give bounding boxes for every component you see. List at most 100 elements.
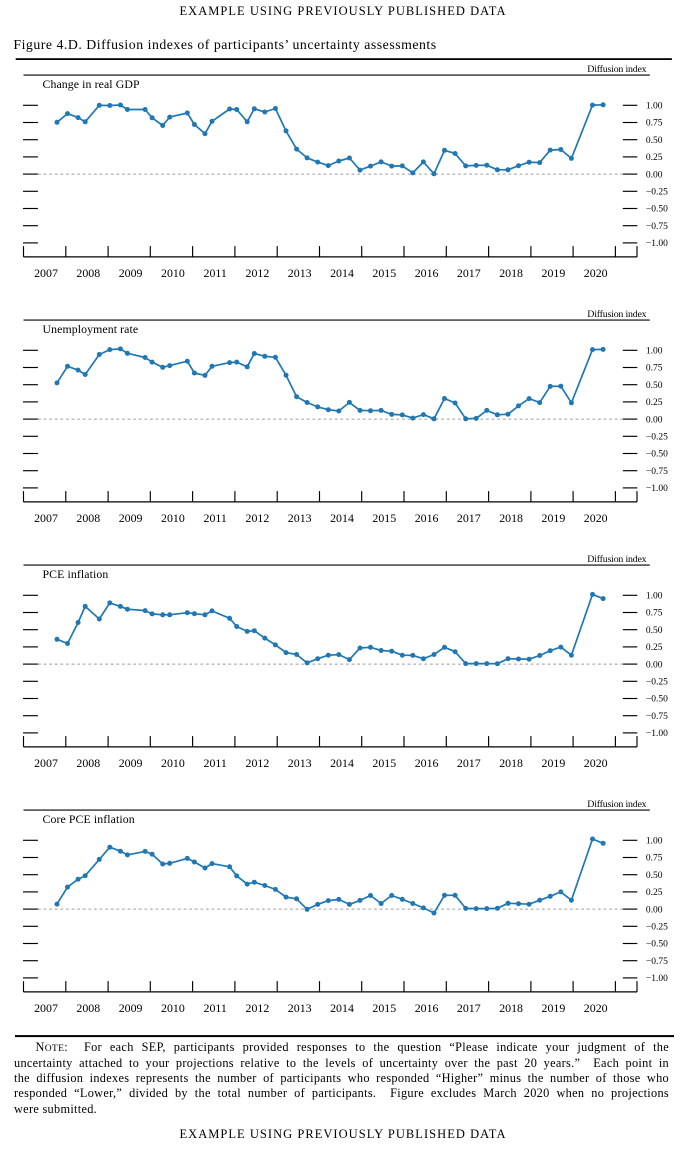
svg-text:−0.75: −0.75 [646,222,668,232]
svg-text:2016: 2016 [415,266,439,280]
svg-text:2018: 2018 [499,511,523,525]
svg-text:−1.00: −1.00 [646,974,668,984]
svg-text:−1.00: −1.00 [646,729,668,739]
svg-text:0.50: 0.50 [646,626,663,636]
svg-text:2020: 2020 [584,1001,608,1015]
svg-text:2017: 2017 [457,266,481,280]
svg-text:2013: 2013 [288,1001,312,1015]
svg-text:−0.50: −0.50 [646,205,668,215]
svg-text:2009: 2009 [119,1001,143,1015]
svg-text:2008: 2008 [76,1001,100,1015]
svg-text:2015: 2015 [372,756,396,770]
svg-text:0.75: 0.75 [646,119,663,129]
svg-text:0.00: 0.00 [646,170,663,180]
svg-text:2019: 2019 [542,756,566,770]
svg-text:PCE inflation: PCE inflation [43,567,109,581]
svg-text:2011: 2011 [204,756,227,770]
svg-text:2008: 2008 [76,511,100,525]
svg-text:0.75: 0.75 [646,609,663,619]
svg-text:2019: 2019 [542,1001,566,1015]
svg-text:2017: 2017 [457,1001,481,1015]
svg-text:−0.50: −0.50 [646,450,668,460]
svg-text:2011: 2011 [204,1001,227,1015]
svg-text:2016: 2016 [415,756,439,770]
svg-text:1.00: 1.00 [646,347,663,357]
svg-text:2014: 2014 [330,756,354,770]
svg-text:−0.75: −0.75 [646,957,668,967]
svg-text:2014: 2014 [330,1001,354,1015]
svg-text:2015: 2015 [372,1001,396,1015]
svg-text:1.00: 1.00 [646,837,663,847]
svg-text:2009: 2009 [119,266,143,280]
svg-text:−0.75: −0.75 [646,467,668,477]
svg-text:0.00: 0.00 [646,905,663,915]
svg-text:−1.00: −1.00 [646,239,668,249]
svg-text:0.50: 0.50 [646,871,663,881]
svg-text:2017: 2017 [457,756,481,770]
svg-text:2008: 2008 [76,266,100,280]
svg-text:2012: 2012 [246,266,270,280]
svg-text:2013: 2013 [288,756,312,770]
svg-text:2007: 2007 [34,756,58,770]
svg-text:−1.00: −1.00 [646,484,668,494]
svg-text:0.75: 0.75 [646,364,663,374]
svg-text:−0.50: −0.50 [646,695,668,705]
svg-text:2017: 2017 [457,511,481,525]
svg-text:2012: 2012 [246,756,270,770]
svg-text:Unemployment rate: Unemployment rate [43,322,139,336]
svg-text:2015: 2015 [372,511,396,525]
svg-text:2020: 2020 [584,756,608,770]
svg-text:2009: 2009 [119,756,143,770]
svg-text:2020: 2020 [584,266,608,280]
svg-text:2020: 2020 [584,511,608,525]
svg-text:2018: 2018 [499,266,523,280]
svg-text:0.25: 0.25 [646,398,663,408]
svg-text:2010: 2010 [161,511,185,525]
svg-text:2007: 2007 [34,266,58,280]
svg-text:2013: 2013 [288,511,312,525]
svg-text:0.50: 0.50 [646,136,663,146]
svg-text:1.00: 1.00 [646,592,663,602]
svg-text:2016: 2016 [415,511,439,525]
svg-text:2011: 2011 [204,266,227,280]
svg-text:2014: 2014 [330,266,354,280]
svg-text:1.00: 1.00 [646,102,663,112]
svg-text:2012: 2012 [246,1001,270,1015]
svg-text:−0.25: −0.25 [646,923,668,933]
svg-text:Diffusion index: Diffusion index [587,309,646,320]
svg-text:2007: 2007 [34,1001,58,1015]
svg-text:2012: 2012 [246,511,270,525]
svg-text:2014: 2014 [330,511,354,525]
svg-text:2018: 2018 [499,1001,523,1015]
svg-text:2019: 2019 [542,266,566,280]
svg-text:2010: 2010 [161,756,185,770]
svg-text:Diffusion index: Diffusion index [587,554,646,565]
svg-text:−0.50: −0.50 [646,940,668,950]
svg-text:2019: 2019 [542,511,566,525]
svg-text:2010: 2010 [161,1001,185,1015]
svg-text:0.25: 0.25 [646,888,663,898]
svg-text:0.25: 0.25 [646,643,663,653]
svg-text:Diffusion index: Diffusion index [587,799,646,810]
svg-text:−0.75: −0.75 [646,712,668,722]
svg-text:2009: 2009 [119,511,143,525]
svg-text:−0.25: −0.25 [646,188,668,198]
svg-text:2011: 2011 [204,511,227,525]
svg-text:Core PCE inflation: Core PCE inflation [43,812,135,826]
svg-text:Diffusion index: Diffusion index [587,64,646,75]
svg-text:2008: 2008 [76,756,100,770]
svg-text:0.00: 0.00 [646,660,663,670]
svg-text:2016: 2016 [415,1001,439,1015]
svg-text:−0.25: −0.25 [646,678,668,688]
svg-text:0.00: 0.00 [646,415,663,425]
svg-text:2013: 2013 [288,266,312,280]
svg-text:2015: 2015 [372,266,396,280]
svg-text:2018: 2018 [499,756,523,770]
svg-text:−0.25: −0.25 [646,433,668,443]
svg-text:0.50: 0.50 [646,381,663,391]
svg-text:Change in real GDP: Change in real GDP [43,77,140,91]
svg-text:0.25: 0.25 [646,153,663,163]
svg-text:2010: 2010 [161,266,185,280]
svg-text:2007: 2007 [34,511,58,525]
svg-text:0.75: 0.75 [646,854,663,864]
